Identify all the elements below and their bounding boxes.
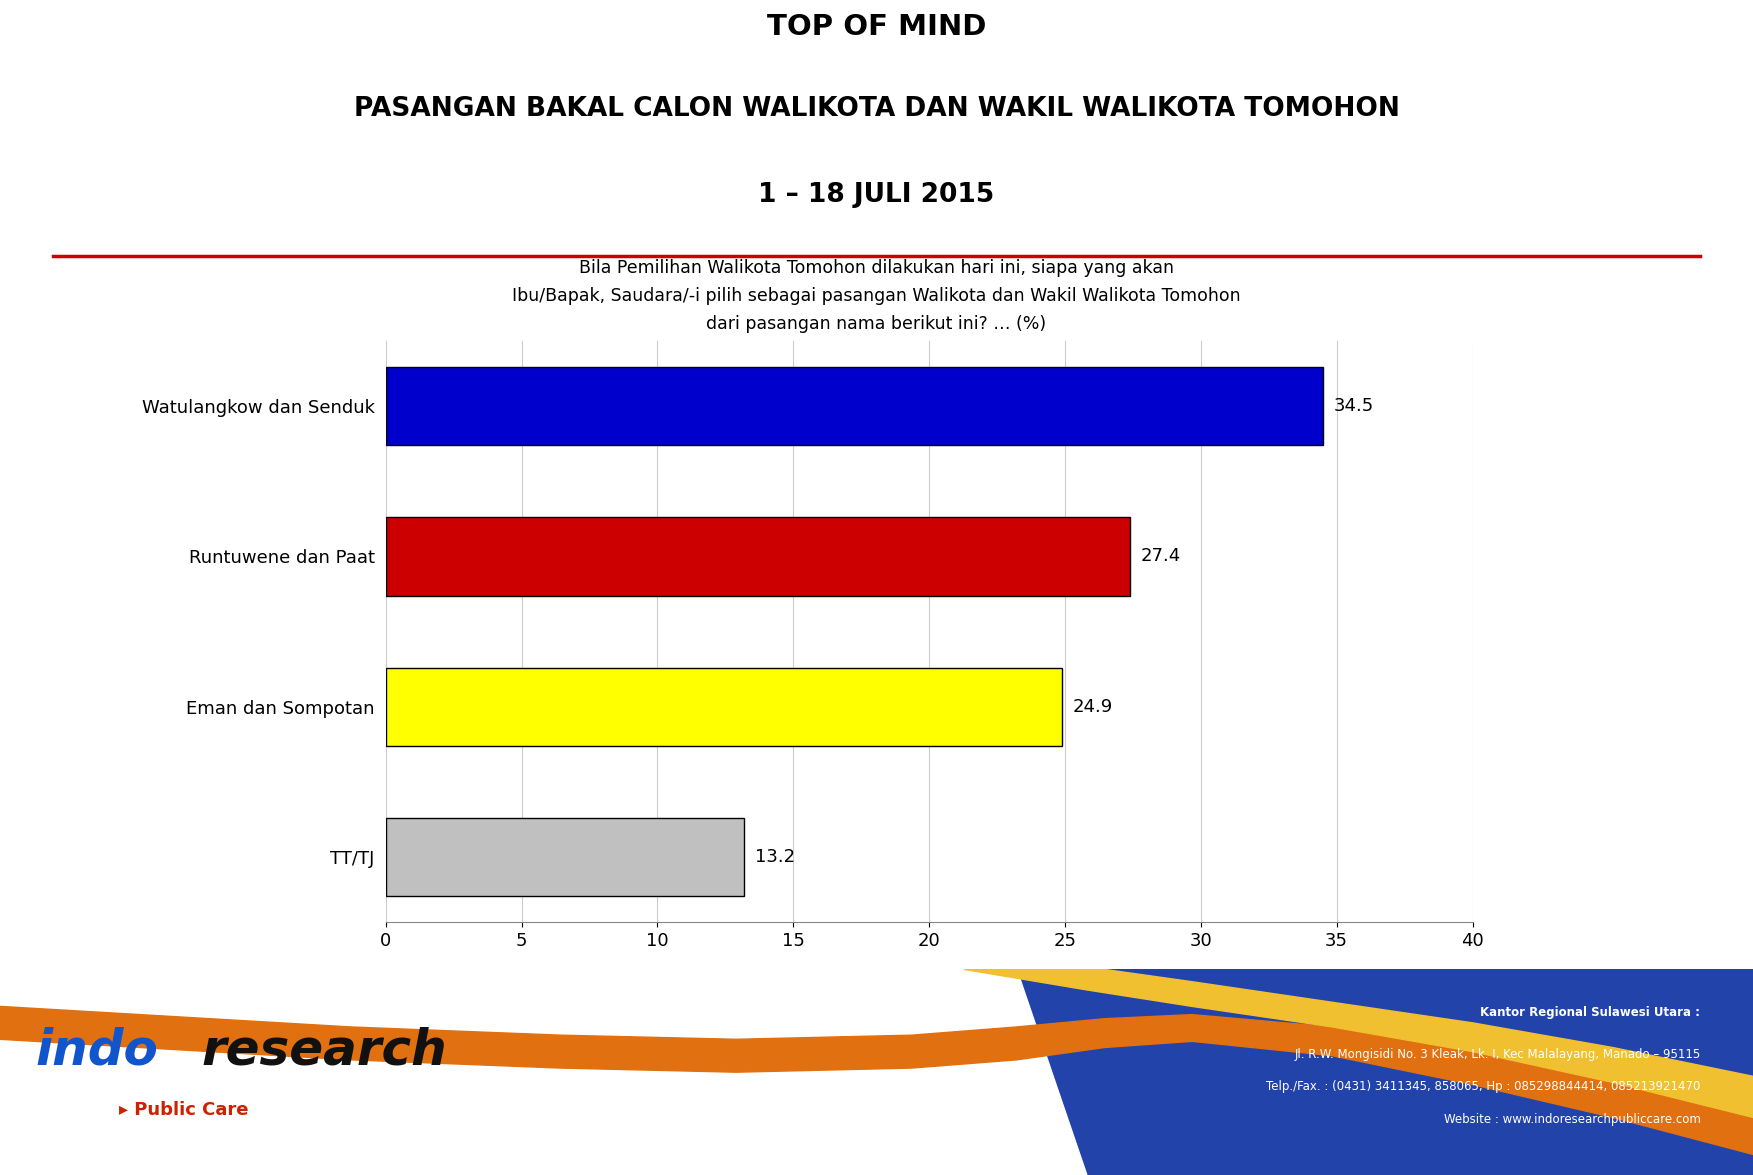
Text: ▸ Public Care: ▸ Public Care	[119, 1101, 249, 1119]
FancyBboxPatch shape	[0, 969, 1753, 1175]
Text: Website : www.indoresearchpubliccare.com: Website : www.indoresearchpubliccare.com	[1443, 1114, 1700, 1127]
Text: 13.2: 13.2	[756, 848, 796, 866]
Polygon shape	[0, 969, 1087, 1175]
Bar	[386, 517, 1131, 596]
Polygon shape	[0, 1006, 1753, 1154]
Text: Bila Pemilihan Walikota Tomohon dilakukan hari ini, siapa yang akan
Ibu/Bapak, S: Bila Pemilihan Walikota Tomohon dilakuka…	[512, 260, 1241, 333]
Text: 1 – 18 JULI 2015: 1 – 18 JULI 2015	[759, 182, 994, 208]
Text: indo: indo	[35, 1027, 158, 1075]
Polygon shape	[964, 969, 1753, 1117]
Bar	[386, 367, 1324, 445]
Text: 34.5: 34.5	[1334, 397, 1374, 415]
Text: 24.9: 24.9	[1073, 698, 1113, 716]
Text: 27.4: 27.4	[1141, 548, 1182, 565]
Bar	[386, 667, 1062, 746]
Text: research: research	[202, 1027, 447, 1075]
Text: Jl. R.W. Mongisidi No. 3 Kleak, Lk. I, Kec Malalayang, Manado – 95115: Jl. R.W. Mongisidi No. 3 Kleak, Lk. I, K…	[1294, 1048, 1700, 1061]
Bar	[386, 818, 745, 895]
Text: PASANGAN BAKAL CALON WALIKOTA DAN WAKIL WALIKOTA TOMOHON: PASANGAN BAKAL CALON WALIKOTA DAN WAKIL …	[354, 96, 1399, 122]
Text: Kantor Pusat : Rukan Graha Permata Pancoran Kav A-8 Jakarta - 12780: Kantor Pusat : Rukan Graha Permata Panco…	[35, 1144, 429, 1154]
Text: Telp./Fax. : (0431) 3411345, 858065, Hp : 085298844414, 085213921470: Telp./Fax. : (0431) 3411345, 858065, Hp …	[1266, 1081, 1700, 1094]
Text: Kantor Regional Sulawesi Utara :: Kantor Regional Sulawesi Utara :	[1481, 1006, 1700, 1020]
Text: TOP OF MIND: TOP OF MIND	[766, 13, 987, 41]
